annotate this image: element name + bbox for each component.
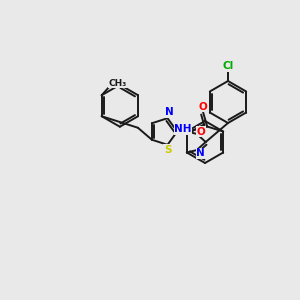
Text: N: N xyxy=(165,107,174,117)
Text: N: N xyxy=(196,148,205,158)
Text: CH₃: CH₃ xyxy=(109,79,127,88)
Text: Cl: Cl xyxy=(222,61,234,71)
Text: O: O xyxy=(199,101,208,112)
Text: O: O xyxy=(196,127,205,137)
Text: S: S xyxy=(164,145,171,155)
Text: NH: NH xyxy=(174,124,192,134)
